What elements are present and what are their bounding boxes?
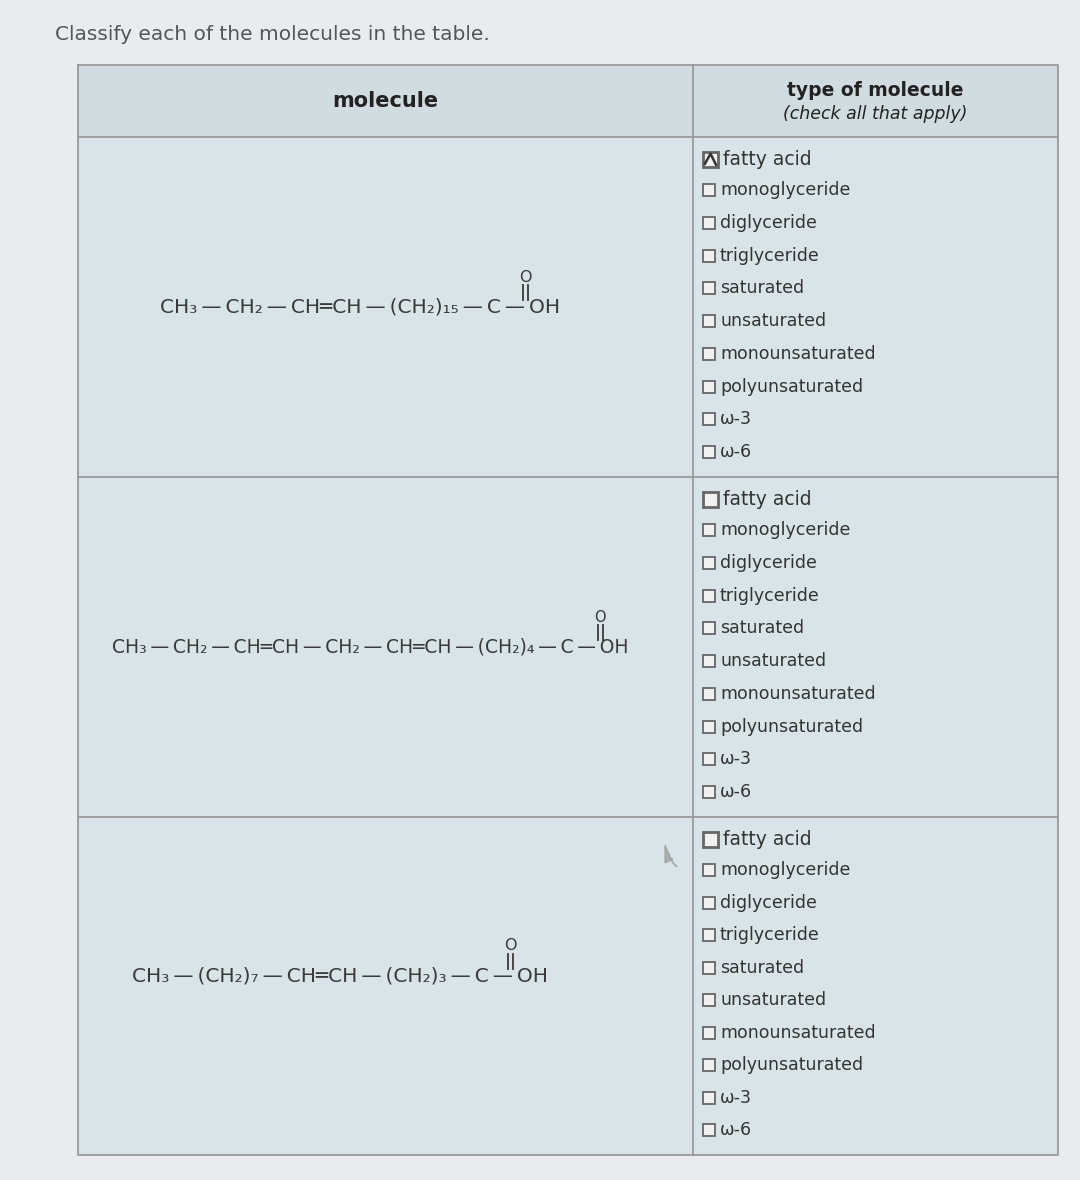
Text: polyunsaturated: polyunsaturated [720,1056,863,1074]
Text: fatty acid: fatty acid [723,490,812,509]
Text: ω-6: ω-6 [720,784,752,801]
Bar [703,1125,715,1136]
Text: O: O [594,610,606,624]
Bar [703,381,715,393]
Text: fatty acid: fatty acid [723,150,812,169]
Text: polyunsaturated: polyunsaturated [720,717,863,735]
Bar [703,413,715,425]
Bar [703,282,715,295]
Bar [703,217,715,229]
Bar [703,1092,715,1103]
Bar [703,250,715,262]
Text: monounsaturated: monounsaturated [720,1023,876,1042]
Text: saturated: saturated [720,620,805,637]
Bar [703,1027,715,1038]
Bar [703,688,715,700]
Text: unsaturated: unsaturated [720,653,826,670]
Text: CH₃ — (CH₂)₇ — CH═CH — (CH₂)₃ — C — OH: CH₃ — (CH₂)₇ — CH═CH — (CH₂)₃ — C — OH [132,966,548,985]
Bar [78,65,1058,137]
Text: saturated: saturated [720,958,805,977]
Text: monoglyceride: monoglyceride [720,182,850,199]
Text: ω-6: ω-6 [720,1121,752,1139]
Bar [703,623,715,635]
Bar [703,721,715,733]
Bar [703,864,715,876]
Bar [703,590,715,602]
Bar [703,1060,715,1071]
Text: saturated: saturated [720,280,805,297]
Bar [703,557,715,569]
Bar [78,137,693,477]
Text: O: O [503,938,516,953]
Bar [703,929,715,942]
Bar [78,477,693,817]
Text: triglyceride: triglyceride [720,586,820,605]
Bar [703,315,715,327]
Bar [703,446,715,458]
Bar [703,786,715,798]
Bar [703,832,718,846]
Text: unsaturated: unsaturated [720,313,826,330]
Text: diglyceride: diglyceride [720,893,816,912]
Text: unsaturated: unsaturated [720,991,826,1009]
Bar [693,137,1058,1155]
Bar [78,817,693,1155]
Text: polyunsaturated: polyunsaturated [720,378,863,395]
Bar [703,962,715,974]
Text: ω-3: ω-3 [720,1089,752,1107]
Text: Classify each of the molecules in the table.: Classify each of the molecules in the ta… [55,25,489,44]
Bar [703,524,715,537]
Text: O: O [518,269,531,284]
Text: monoglyceride: monoglyceride [720,861,850,879]
Text: CH₃ — CH₂ — CH═CH — CH₂ — CH═CH — (CH₂)₄ — C — OH: CH₃ — CH₂ — CH═CH — CH₂ — CH═CH — (CH₂)₄… [111,637,629,656]
Bar [703,348,715,360]
Bar [703,897,715,909]
Text: triglyceride: triglyceride [720,247,820,264]
Text: CH₃ — CH₂ — CH═CH — (CH₂)₁₅ — C — OH: CH₃ — CH₂ — CH═CH — (CH₂)₁₅ — C — OH [160,297,561,316]
Text: monounsaturated: monounsaturated [720,684,876,703]
Text: ω-3: ω-3 [720,750,752,768]
Bar [703,492,718,506]
Text: molecule: molecule [333,91,438,111]
Text: monoglyceride: monoglyceride [720,522,850,539]
Bar [703,655,715,667]
Text: ω-3: ω-3 [720,411,752,428]
Text: diglyceride: diglyceride [720,555,816,572]
Text: (check all that apply): (check all that apply) [783,105,968,123]
Bar [703,184,715,196]
Bar [703,753,715,766]
Text: fatty acid: fatty acid [723,830,812,848]
Polygon shape [665,845,677,867]
Bar [703,152,718,166]
Text: diglyceride: diglyceride [720,214,816,232]
Text: ω-6: ω-6 [720,442,752,461]
Text: triglyceride: triglyceride [720,926,820,944]
Text: monounsaturated: monounsaturated [720,345,876,363]
Bar [703,994,715,1007]
Text: type of molecule: type of molecule [787,80,963,99]
